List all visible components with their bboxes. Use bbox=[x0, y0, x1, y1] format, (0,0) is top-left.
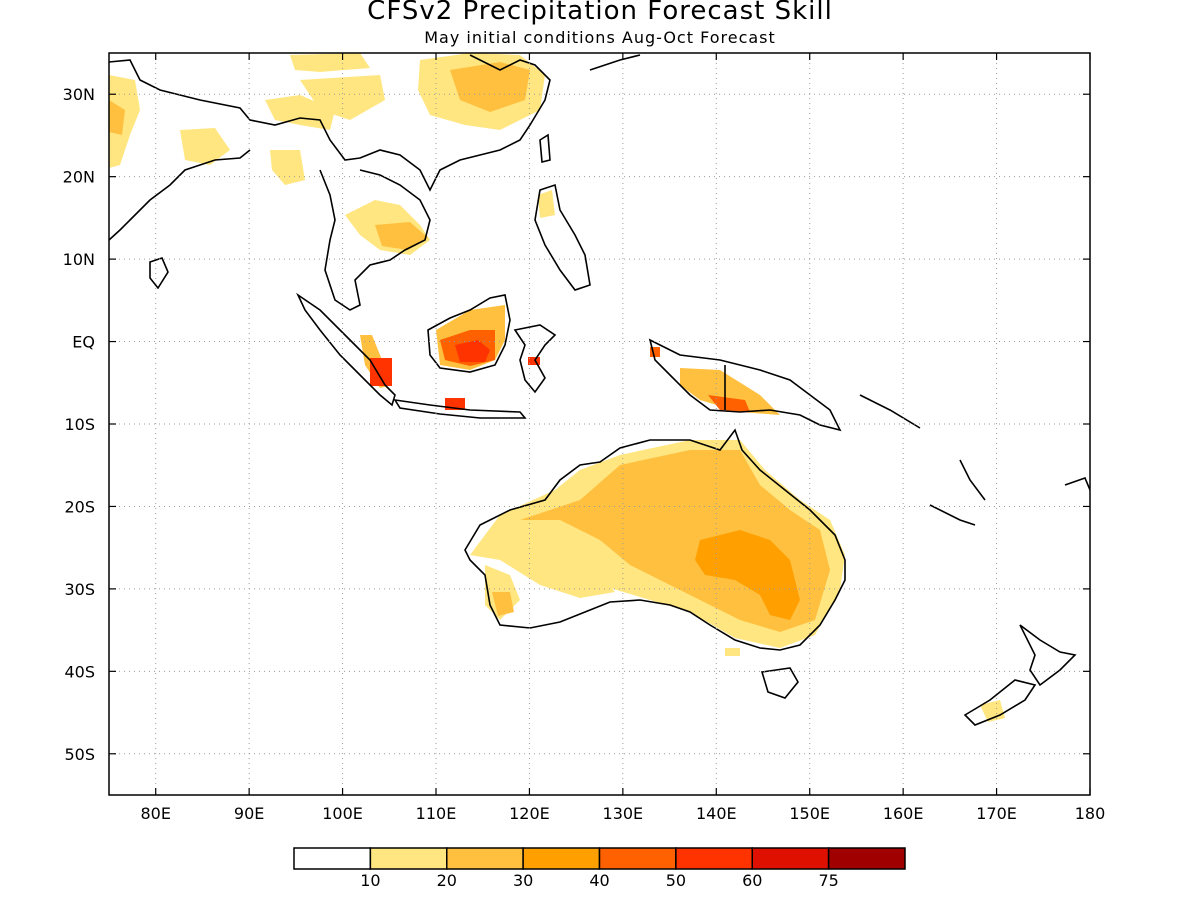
gridlines bbox=[109, 53, 1090, 795]
lon-tick-label: 100E bbox=[322, 804, 363, 823]
lat-tick-label: 10S bbox=[64, 415, 95, 434]
coastline-indochina bbox=[319, 169, 431, 311]
coastline-australia bbox=[464, 428, 846, 651]
colorbar-swatch bbox=[522, 847, 601, 870]
colorbar-label: 10 bbox=[360, 871, 380, 890]
colorbar-label: 60 bbox=[742, 871, 762, 890]
skill-area-tibet bbox=[180, 128, 230, 165]
coastline-borneo bbox=[427, 294, 511, 373]
coastline-asia bbox=[109, 54, 551, 192]
skill-area-india-west-core bbox=[109, 100, 125, 135]
coastline-sri-lanka bbox=[149, 257, 169, 290]
lat-tick-label: 30S bbox=[64, 580, 95, 599]
coastline-vanuatu bbox=[959, 459, 986, 501]
lon-tick-label: 170E bbox=[976, 804, 1017, 823]
colorbar-swatch bbox=[827, 847, 906, 870]
colorbar-swatch bbox=[293, 847, 372, 870]
coastline-sumatra bbox=[296, 292, 396, 407]
map-title: CFSv2 Precipitation Forecast Skill bbox=[367, 0, 833, 26]
skill-shading bbox=[109, 53, 1005, 722]
skill-area-sumatra-core bbox=[370, 358, 392, 386]
coastline-india bbox=[109, 149, 251, 241]
skill-area-india-east bbox=[270, 150, 305, 185]
skill-area-new-guinea-core bbox=[708, 395, 750, 412]
lon-tick-label: 110E bbox=[416, 804, 457, 823]
lat-tick-label: 20N bbox=[63, 168, 95, 187]
colorbar-swatch bbox=[751, 847, 830, 870]
skill-area-china-north-core bbox=[450, 62, 530, 112]
colorbar-swatch bbox=[598, 847, 677, 870]
lon-tick-label: 80E bbox=[140, 804, 170, 823]
skill-area-china-central bbox=[300, 75, 385, 120]
lon-tick-label: 150E bbox=[789, 804, 830, 823]
lon-tick-label: 160E bbox=[883, 804, 924, 823]
lat-tick-label: EQ bbox=[72, 333, 95, 352]
skill-area-new-guinea bbox=[680, 368, 780, 415]
skill-area-tasmania-patch bbox=[725, 648, 740, 656]
coastline-new-caledonia bbox=[929, 504, 976, 526]
skill-area-new-zealand bbox=[980, 700, 1005, 722]
lon-tick-label: 180 bbox=[1075, 804, 1106, 823]
skill-area-indochina-core bbox=[375, 222, 428, 250]
lat-tick-label: 10N bbox=[63, 250, 95, 269]
lon-tick-label: 130E bbox=[603, 804, 644, 823]
skill-area-sulawesi bbox=[528, 357, 540, 365]
map-subtitle: May initial conditions Aug-Oct Forecast bbox=[424, 28, 776, 47]
lat-tick-label: 20S bbox=[64, 497, 95, 516]
colorbar-label: 50 bbox=[666, 871, 686, 890]
coastlines bbox=[109, 54, 1090, 726]
lat-tick-label: 30N bbox=[63, 85, 95, 104]
coastline-fiji bbox=[1064, 476, 1090, 491]
skill-area-philippines bbox=[538, 190, 555, 218]
axes: 80E 90E 100E 110E 120E 130E 140E 150E 160E 170E 18… bbox=[63, 53, 1106, 823]
colorbar-label: 40 bbox=[589, 871, 609, 890]
colorbar-label: 75 bbox=[818, 871, 838, 890]
skill-area-australia-core bbox=[695, 530, 800, 620]
colorbar-swatch bbox=[446, 847, 524, 870]
coastline-taiwan bbox=[539, 133, 551, 164]
coastline-new-zealand-south bbox=[963, 679, 1037, 726]
coastline-sulawesi bbox=[513, 324, 557, 394]
skill-area-halmahera bbox=[650, 347, 660, 357]
coastline-japan bbox=[589, 54, 641, 71]
skill-area-china-south bbox=[290, 53, 370, 72]
skill-area-india-west bbox=[109, 75, 140, 168]
coastline-philippines bbox=[534, 183, 591, 291]
coastline-new-zealand-north bbox=[1019, 624, 1077, 687]
colorbar: 10 20 30 40 50 60 75 bbox=[293, 847, 906, 890]
skill-area-australia-patch bbox=[535, 568, 615, 598]
coastline-java bbox=[393, 398, 527, 419]
skill-area-sw-australia-core bbox=[492, 592, 514, 616]
lon-tick-label: 90E bbox=[234, 804, 264, 823]
coastline-solomons bbox=[859, 394, 921, 429]
coastline-new-guinea bbox=[648, 338, 842, 432]
skill-area-borneo-peak bbox=[455, 340, 490, 362]
lat-tick-label: 40S bbox=[64, 662, 95, 681]
colorbar-label: 30 bbox=[513, 871, 533, 890]
lon-tick-label: 120E bbox=[509, 804, 550, 823]
colorbar-swatch bbox=[675, 847, 753, 870]
colorbar-label: 20 bbox=[437, 871, 457, 890]
lat-tick-label: 50S bbox=[64, 745, 95, 764]
lon-tick-label: 140E bbox=[696, 804, 737, 823]
colorbar-swatch bbox=[369, 847, 448, 870]
coastline-tasmania bbox=[760, 667, 799, 699]
